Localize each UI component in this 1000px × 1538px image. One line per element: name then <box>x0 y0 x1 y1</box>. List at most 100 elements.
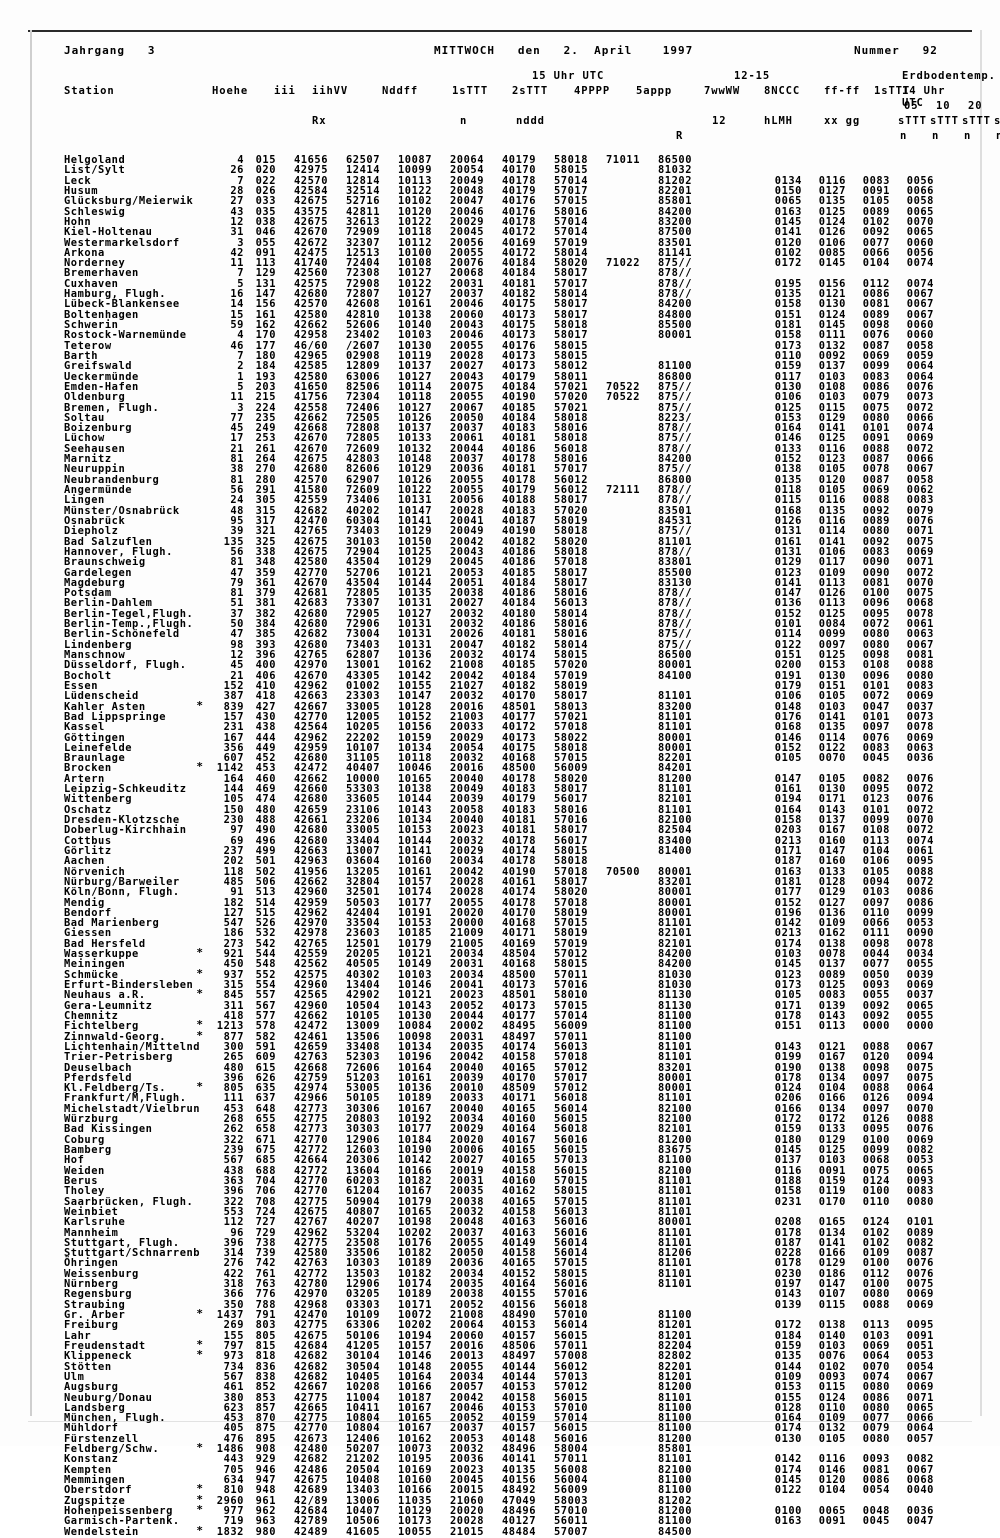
col-station-header: Station <box>64 85 115 97</box>
group-nddff: 72906 <box>345 618 380 631</box>
group-4pppp: 40169 <box>501 236 536 249</box>
station-altitude: 485 <box>223 875 244 888</box>
page-top-rule <box>28 30 972 32</box>
group-2sttt: 20046 <box>449 329 484 342</box>
group-5appp: 57012 <box>553 1381 588 1394</box>
soil-temp-50: 0070 <box>906 576 934 589</box>
group-4pppp: 40184 <box>501 597 536 610</box>
group-nddff: /2607 <box>345 339 380 352</box>
station-number: 671 <box>255 1133 276 1146</box>
station-name: Cuxhaven <box>64 277 119 290</box>
group-4pppp: 40179 <box>501 184 536 197</box>
group-2sttt: 20031 <box>449 958 484 971</box>
group-8nccc: 84200 <box>657 948 692 961</box>
group-5appp: 56013 <box>553 1205 588 1218</box>
group-2sttt: 20055 <box>449 391 484 404</box>
group-1sttt: 10153 <box>397 917 432 930</box>
group-8nccc: 82101 <box>657 937 692 950</box>
group-5appp: 58018 <box>553 319 588 331</box>
table-row: Lichtenhain/Mittelnd 300 591 42659 33408 1013… <box>64 1041 974 1053</box>
station-number: 738 <box>255 1236 276 1249</box>
group-4pppp: 40179 <box>501 484 536 496</box>
group-2sttt: 20075 <box>449 380 484 393</box>
group-1sttt: 10102 <box>397 195 432 208</box>
table-row: Manschnow 12 396 42765 62807 10136 20032 40174 5… <box>64 649 974 661</box>
group-2sttt: 20057 <box>449 1381 484 1394</box>
group-1sttt: 10167 <box>397 1185 432 1198</box>
station-altitude: 155 <box>223 1329 244 1342</box>
group-iihvv: 42680 <box>293 288 328 301</box>
group-2sttt: 20037 <box>449 1422 484 1435</box>
group-5appp: 57016 <box>553 979 588 991</box>
group-5appp: 58016 <box>553 422 588 435</box>
station-name: Hannover, Flugh. <box>64 545 173 558</box>
station-number: 803 <box>255 1319 276 1332</box>
soil-temp-10: 0134 <box>818 1102 846 1115</box>
group-8nccc: 84100 <box>657 669 692 682</box>
soil-temp-05: 0142 <box>774 917 802 930</box>
group-8nccc: 878// <box>657 442 692 455</box>
group-4pppp: 40182 <box>501 679 536 692</box>
group-5appp: 56009 <box>553 762 588 775</box>
group-1sttt: 10138 <box>397 308 432 321</box>
group-iihvv: 42683 <box>293 597 328 610</box>
station-altitude: 37 <box>230 607 244 620</box>
group-8nccc: 81101 <box>657 1205 692 1218</box>
group-2sttt: 20029 <box>449 215 484 228</box>
group-2sttt: 20055 <box>449 1236 484 1249</box>
group-5appp: 58014 <box>553 288 588 301</box>
group-2sttt: 20055 <box>449 339 484 352</box>
soil-temp-50: 0066 <box>906 1412 934 1425</box>
station-name: Mühldorf <box>64 1422 119 1435</box>
group-2sttt: 20055 <box>449 896 484 909</box>
group-2sttt: 20036 <box>449 1257 484 1270</box>
group-1sttt: 10129 <box>397 556 432 569</box>
group-8nccc: 81100 <box>657 1154 692 1167</box>
mountain-station-star: * <box>196 1482 204 1496</box>
group-4pppp: 40179 <box>501 793 536 806</box>
group-2sttt: 21015 <box>449 1525 484 1538</box>
station-altitude: 231 <box>223 721 244 734</box>
table-row: Stötten 734 836 42682 30504 10148 20055 40144 56… <box>64 1360 974 1373</box>
group-nddff: 52303 <box>345 1051 380 1064</box>
soil-temp-20: 0100 <box>862 587 890 600</box>
station-altitude: 314 <box>223 1247 244 1260</box>
soil-temp-20: 0079 <box>862 1422 890 1435</box>
group-1sttt: 10192 <box>397 1113 432 1126</box>
group-1sttt: 10190 <box>397 1144 432 1156</box>
soil-temp-50: 0083 <box>906 1185 934 1198</box>
group-nddff: 40505 <box>345 958 380 971</box>
soil-temp-20: 0080 <box>862 1381 890 1394</box>
station-number: 502 <box>255 865 276 878</box>
soil-temp-50: 0060 <box>906 329 934 342</box>
table-row: Boltenhagen 15 161 42580 42810 10138 20060 4017… <box>64 308 974 321</box>
depth-50-n-header: n <box>996 130 1000 142</box>
group-nddff: 12906 <box>345 1278 380 1291</box>
group-1sttt: 10132 <box>397 442 432 455</box>
group-iihvv: 42675 <box>293 1205 328 1218</box>
soil-temp-05: 0172 <box>774 1113 802 1126</box>
soil-temp-20: 0079 <box>862 391 890 404</box>
group-2sttt: 20026 <box>449 628 484 641</box>
weekday-label: MITTWOCH <box>434 44 495 57</box>
group-1sttt: 10135 <box>397 587 432 600</box>
soil-temp-05: 0130 <box>774 380 802 393</box>
table-row: Münster/Osnabrück 48 315 42682 40202 10147 200… <box>64 505 974 517</box>
soil-temp-05: 0172 <box>774 1319 802 1332</box>
table-row: Lindenberg 98 393 42680 73403 10131 20047 40182… <box>64 639 974 651</box>
group-8nccc: 80001 <box>657 886 692 899</box>
group-nddff: 72606 <box>345 1061 380 1074</box>
group-8nccc: 82201 <box>657 1360 692 1373</box>
group-8nccc: 80001 <box>657 741 692 754</box>
group-8nccc: 81200 <box>657 772 692 785</box>
soil-temp-05: 0197 <box>774 1278 802 1291</box>
group-nddff: 32514 <box>345 184 380 197</box>
soil-temp-05: 0110 <box>774 349 802 362</box>
soil-temp-10: 0141 <box>818 535 846 548</box>
group-iihvv: 42960 <box>293 886 328 899</box>
station-altitude: 607 <box>223 752 244 765</box>
soil-temp-20: 0096 <box>862 669 890 682</box>
depth-10-n-header: n <box>932 130 940 142</box>
station-number: 496 <box>255 834 276 847</box>
station-number: 224 <box>255 401 276 414</box>
